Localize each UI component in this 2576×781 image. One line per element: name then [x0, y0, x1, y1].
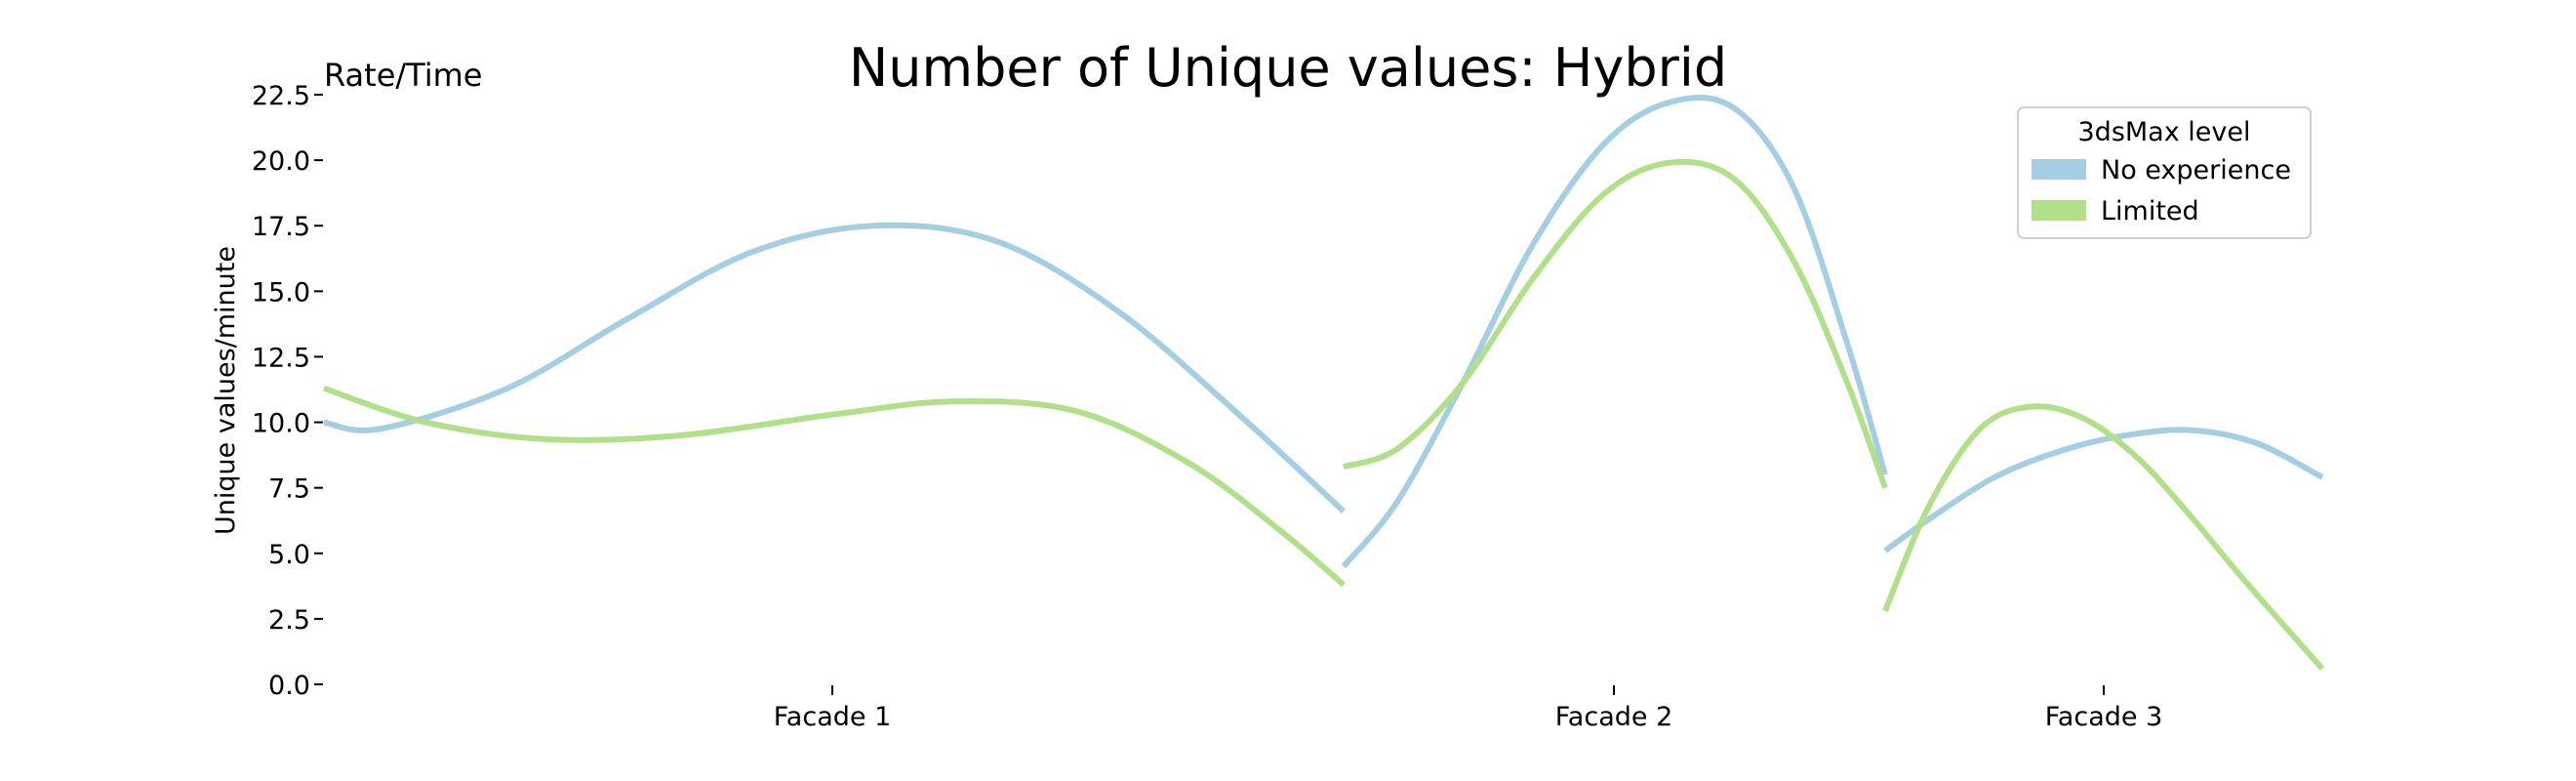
- y-tick-label: 10.0: [252, 409, 310, 439]
- legend: 3dsMax level No experience Limited: [2017, 106, 2312, 239]
- legend-title: 3dsMax level: [2078, 117, 2251, 147]
- legend-label: Limited: [2101, 196, 2199, 226]
- y-tick-label: 12.5: [252, 343, 310, 373]
- legend-items: No experience Limited: [2032, 155, 2291, 226]
- legend-label: No experience: [2101, 155, 2291, 185]
- series-line-no-experience-segment-3: [1883, 427, 2324, 554]
- y-tick-label: 0.0: [268, 671, 310, 701]
- y-tick-label: 20.0: [252, 146, 310, 177]
- x-tick-label: Facade 1: [774, 702, 892, 732]
- x-axis: Facade 1 Facade 2 Facade 3: [774, 685, 2163, 732]
- y-tick-label: 15.0: [252, 277, 310, 308]
- chart-title: Number of Unique values: Hybrid: [849, 37, 1727, 99]
- y-tick-label: 2.5: [268, 605, 310, 636]
- y-tick-label: 22.5: [252, 81, 310, 111]
- plot-lines: [323, 95, 2325, 671]
- y-tick-label: 17.5: [252, 212, 310, 242]
- series-line-no-experience-segment-2: [1341, 95, 1888, 569]
- series-line-limited-segment-2: [1343, 158, 1888, 489]
- y-axis-label: Unique values/minute: [211, 246, 241, 535]
- legend-swatch: [2032, 200, 2086, 221]
- legend-box: [2017, 106, 2312, 239]
- corner-label: Rate/Time: [324, 57, 482, 94]
- y-tick-label: 7.5: [268, 474, 310, 505]
- y-axis: 0.0 2.5 5.0 7.5 10.0 12.5 15.0 17.5 20.0 22.5: [252, 81, 323, 701]
- x-tick-label: Facade 2: [1555, 702, 1673, 732]
- series-line-limited-segment-3: [1882, 403, 2325, 671]
- y-tick-label: 5.0: [268, 540, 310, 570]
- series-line-no-experience-segment-1: [323, 222, 1347, 514]
- series-line-limited-segment-1: [323, 385, 1346, 588]
- x-tick-label: Facade 3: [2045, 702, 2163, 732]
- legend-swatch: [2032, 159, 2086, 180]
